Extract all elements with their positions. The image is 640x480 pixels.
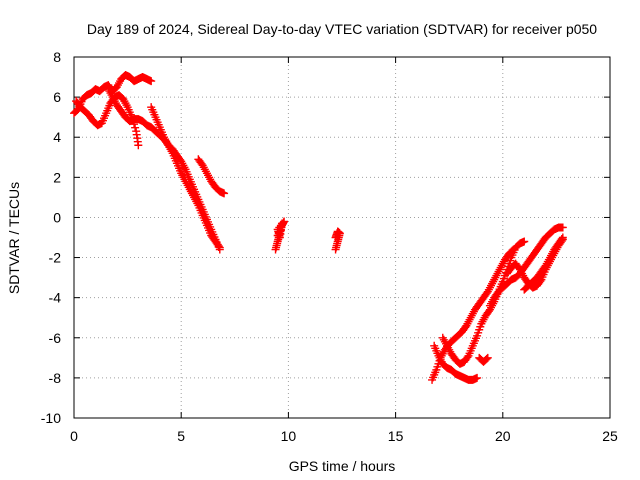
- data-point: [558, 233, 567, 242]
- series-arc-6: [271, 217, 289, 254]
- y-tick-label: 6: [53, 89, 61, 105]
- series-arc-9: [430, 341, 482, 384]
- y-tick-label: 0: [53, 209, 61, 225]
- data-point: [473, 373, 482, 382]
- y-tick-label: -4: [49, 290, 62, 306]
- series-arc-4: [147, 103, 224, 252]
- series-arc-8: [428, 245, 518, 384]
- data-point: [220, 189, 229, 198]
- data-point: [215, 243, 224, 252]
- data-point: [483, 353, 492, 362]
- data-point: [273, 231, 282, 240]
- data-point: [131, 123, 140, 132]
- x-axis-label: GPS time / hours: [289, 458, 396, 474]
- y-axis-ticks: 8 6 4 2 0 -2 -4 -6 -8 -10: [41, 49, 610, 426]
- series-arc-5: [194, 155, 229, 198]
- data-point: [147, 77, 156, 86]
- data-point: [558, 223, 567, 232]
- x-tick-label: 0: [70, 428, 78, 444]
- x-tick-label: 20: [495, 428, 511, 444]
- data-point: [463, 353, 472, 362]
- y-tick-label: 2: [53, 169, 61, 185]
- data-point: [557, 235, 566, 244]
- x-tick-label: 15: [388, 428, 404, 444]
- y-axis-label: SDTVAR / TECUs: [6, 182, 22, 294]
- chart-title: Day 189 of 2024, Sidereal Day-to-day VTE…: [87, 21, 597, 37]
- grid-lines: [74, 57, 610, 418]
- y-tick-label: -2: [49, 250, 62, 266]
- y-tick-label: 4: [53, 129, 61, 145]
- data-point: [331, 233, 340, 242]
- y-tick-label: -8: [49, 370, 62, 386]
- y-tick-label: 8: [53, 49, 61, 65]
- y-tick-label: -6: [49, 330, 62, 346]
- series-arc-14: [475, 353, 492, 366]
- data-point: [482, 354, 491, 363]
- plot-frame: [73, 56, 611, 419]
- data-point: [214, 242, 223, 251]
- x-tick-label: 10: [281, 428, 297, 444]
- data-point: [520, 237, 529, 246]
- x-tick-label: 5: [177, 428, 185, 444]
- y-tick-label: -10: [41, 410, 61, 426]
- series-arc-11: [485, 223, 567, 310]
- series-arc-13: [520, 233, 567, 294]
- data-points: [70, 71, 567, 384]
- x-tick-label: 25: [602, 428, 618, 444]
- series-arc-7: [331, 227, 344, 254]
- data-point: [134, 141, 143, 150]
